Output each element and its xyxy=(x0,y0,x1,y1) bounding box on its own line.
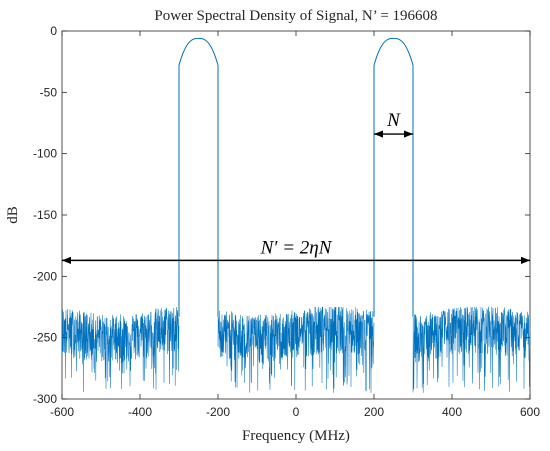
x-tick-label: -400 xyxy=(128,405,152,419)
noise-floor-segment xyxy=(61,306,180,392)
noise-floor-segment xyxy=(217,306,375,393)
x-tick-label: 200 xyxy=(364,405,384,419)
x-tick-label: -600 xyxy=(50,405,74,419)
signal-band-line xyxy=(178,37,219,317)
chart-title: Power Spectral Density of Signal, N’ = 1… xyxy=(154,8,437,24)
y-tick-label: -100 xyxy=(33,147,57,161)
y-tick-label: -200 xyxy=(33,269,57,283)
noise-floor-segment xyxy=(412,306,531,393)
y-tick-label: -300 xyxy=(33,392,57,406)
x-tick-label: 400 xyxy=(442,405,462,419)
y-axis-label: dB xyxy=(5,206,21,224)
y-tick-label: 0 xyxy=(50,24,57,38)
x-axis-label: Frequency (MHz) xyxy=(242,428,350,444)
y-tick-label: -50 xyxy=(40,85,58,99)
y-tick-label: -150 xyxy=(33,208,57,222)
x-tick-label: 0 xyxy=(293,405,300,419)
x-tick-label: -200 xyxy=(206,405,230,419)
total-span-label: N′ = 2ηN xyxy=(260,237,333,258)
y-tick-label: -250 xyxy=(33,331,57,345)
plot-area: -600 -400 -200 0 200 400 600 0 -50 -100 -150 -200 -2… xyxy=(33,24,540,419)
signal-band-line xyxy=(373,37,414,317)
x-tick-label: 600 xyxy=(520,405,540,419)
bandwidth-label: N xyxy=(386,110,401,131)
